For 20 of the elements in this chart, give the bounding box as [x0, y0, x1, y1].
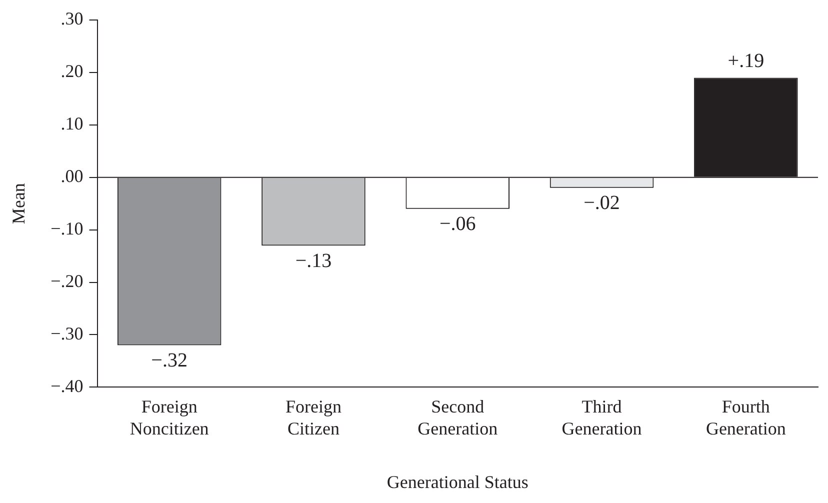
data-label: −.02 — [584, 192, 620, 214]
x-tick-label: Second Generation — [418, 396, 498, 438]
y-tick-label: −.40 — [50, 376, 84, 396]
y-tick-label: −.20 — [50, 271, 84, 292]
data-label: −.32 — [151, 349, 188, 372]
x-axis-title: Generational Status — [386, 472, 528, 492]
x-tick-label: Foreign Citizen — [285, 396, 342, 438]
x-tick-label: Third Generation — [562, 396, 642, 438]
x-tick-label: Foreign Noncitizen — [130, 396, 209, 438]
x-tick-label: Fourth Generation — [706, 396, 786, 438]
y-tick-label: −.30 — [50, 323, 84, 344]
data-label: −.06 — [439, 213, 476, 236]
data-label: +.19 — [728, 50, 764, 72]
y-tick-label: −.10 — [50, 218, 84, 239]
y-tick-label: .00 — [60, 166, 84, 186]
y-tick-label: .30 — [60, 8, 84, 29]
y-tick-label: .10 — [60, 114, 84, 134]
y-axis-title: Mean — [8, 183, 29, 224]
data-label: −.13 — [295, 250, 332, 272]
y-tick-label: .20 — [60, 61, 84, 82]
